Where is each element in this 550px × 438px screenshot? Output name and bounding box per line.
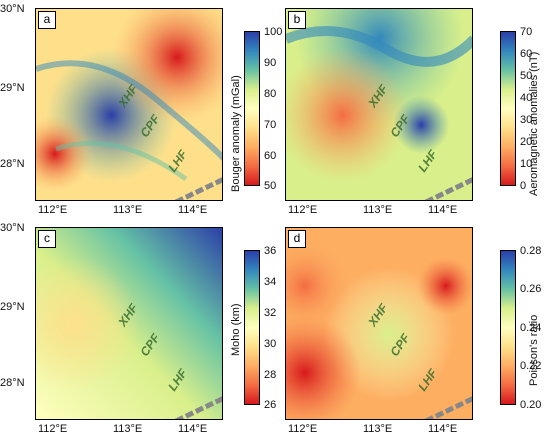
lon-label-113: 113°E [113, 423, 143, 435]
colorbar-c-tick: 28 [264, 369, 277, 381]
colorbar-b [500, 31, 516, 186]
colorbar-a [244, 31, 260, 186]
panel-c: c XHF CPF LHF 30°N 29°N 28°N 112°E 113°E… [0, 219, 277, 438]
colorbar-c-tick: 30 [264, 338, 277, 350]
colorbar-d-tick: 0.26 [520, 283, 542, 295]
lat-label-29: 29°N [0, 82, 25, 94]
lon-label-114: 114°E [428, 204, 458, 216]
panel-d: d XHF CPF LHF 112°E 113°E 114°E 0.28 0.2… [275, 219, 550, 438]
colorbar-a-title: Bouger anomaly (mGal) [230, 75, 242, 192]
lon-label-112: 112°E [38, 204, 68, 216]
map-a: a XHF CPF LHF [35, 8, 223, 201]
colorbar-a-tick: 80 [264, 88, 277, 100]
colorbar-a-tick: 70 [264, 119, 277, 131]
colorbar-b-tick: 20 [520, 136, 533, 148]
map-a-field [36, 9, 222, 200]
colorbar-c-title: Moho (km) [230, 303, 242, 356]
colorbar-b-tick: 30 [520, 114, 533, 126]
lat-label-29: 29°N [0, 301, 25, 313]
colorbar-c [244, 250, 260, 405]
colorbar-d-tick: 0.28 [520, 245, 542, 257]
colorbar-a-tick: 90 [264, 57, 277, 69]
map-c: c XHF CPF LHF [35, 227, 223, 420]
colorbar-d-title: Poisson's ratio [528, 314, 540, 386]
panel-letter-b: b [288, 11, 306, 29]
lon-label-114: 114°E [428, 423, 458, 435]
lon-label-114: 114°E [178, 423, 208, 435]
colorbar-d-tick: 0.20 [520, 399, 542, 411]
lat-label-28: 28°N [0, 377, 25, 389]
lon-label-113: 113°E [113, 204, 143, 216]
lon-label-112: 112°E [38, 423, 68, 435]
panel-b: b XHF CPF LHF 112°E 113°E 114°E 70 60 50… [275, 0, 550, 219]
colorbar-c-tick: 26 [264, 399, 277, 411]
panel-letter-a: a [38, 11, 56, 29]
map-b: b XHF CPF LHF [285, 8, 473, 201]
colorbar-b-tick: 10 [520, 158, 533, 170]
colorbar-b-tick: 60 [520, 48, 533, 60]
lon-label-113: 113°E [363, 204, 393, 216]
colorbar-c-tick: 34 [264, 276, 277, 288]
colorbar-c-tick: 36 [264, 245, 277, 257]
lon-label-114: 114°E [178, 204, 208, 216]
colorbar-c-tick: 32 [264, 307, 277, 319]
lon-label-112: 112°E [288, 204, 318, 216]
colorbar-d-tick: 0.24 [520, 322, 542, 334]
lon-label-113: 113°E [363, 423, 393, 435]
panel-letter-c: c [38, 230, 56, 248]
colorbar-d [500, 250, 516, 405]
colorbar-b-tick: 50 [520, 70, 533, 82]
panel-a: a XHF CPF LHF 30°N 29°N 28°N 112°E 113°E… [0, 0, 282, 219]
colorbar-b-tick: 0 [520, 180, 527, 192]
colorbar-b-tick: 40 [520, 92, 533, 104]
lat-label-28: 28°N [0, 158, 25, 170]
colorbar-a-tick: 50 [264, 180, 277, 192]
lat-label-30: 30°N [0, 3, 25, 15]
colorbar-d-tick: 0.22 [520, 360, 542, 372]
map-b-field [286, 9, 472, 200]
lon-label-112: 112°E [288, 423, 318, 435]
colorbar-a-tick: 100 [264, 26, 283, 38]
colorbar-b-title: Aeromagnetic anomalies (nT) [528, 51, 540, 196]
lat-label-30: 30°N [0, 222, 25, 234]
colorbar-a-tick: 60 [264, 150, 277, 162]
panel-letter-d: d [288, 230, 306, 248]
colorbar-b-tick: 70 [520, 26, 533, 38]
map-d-field [286, 228, 472, 419]
map-c-field [36, 228, 222, 419]
map-d: d XHF CPF LHF [285, 227, 473, 420]
